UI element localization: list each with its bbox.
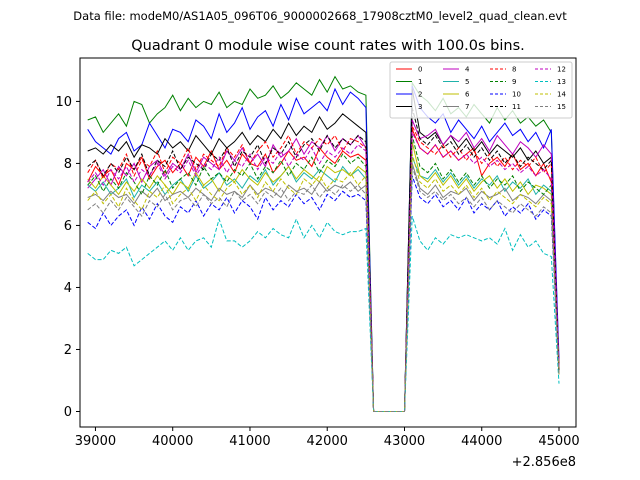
x-tick-label: 42000 xyxy=(307,434,348,449)
x-tick-label: 44000 xyxy=(461,434,502,449)
x-tick-label: 40000 xyxy=(152,434,193,449)
figure-suptitle: Data file: modeM0/AS1A05_096T06_90000026… xyxy=(73,9,567,23)
legend-entry-11: 11 xyxy=(490,103,521,111)
y-tick-label: 10 xyxy=(55,95,72,110)
legend-label: 6 xyxy=(465,91,470,99)
legend-box xyxy=(389,61,573,119)
legend-label: 14 xyxy=(557,91,566,99)
chart-title: Quadrant 0 module wise count rates with … xyxy=(131,38,525,54)
legend-entry-1: 1 xyxy=(396,78,422,86)
legend-label: 9 xyxy=(512,78,516,86)
x-tick-label: 41000 xyxy=(229,434,270,449)
legend-label: 3 xyxy=(418,103,422,111)
legend-entry-2: 2 xyxy=(396,91,422,99)
legend-entry-9: 9 xyxy=(490,78,516,86)
series-line-10 xyxy=(87,175,560,412)
y-tick-label: 6 xyxy=(64,219,72,234)
series-line-15 xyxy=(87,166,560,412)
series-line-12 xyxy=(87,132,560,412)
x-offset-label: +2.856e8 xyxy=(512,455,576,470)
series-line-7 xyxy=(87,163,560,412)
legend-label: 12 xyxy=(557,66,566,74)
legend-entry-10: 10 xyxy=(490,91,521,99)
legend-entry-5: 5 xyxy=(443,78,469,86)
series-line-11 xyxy=(87,107,560,412)
legend-label: 1 xyxy=(418,78,422,86)
y-tick-label: 4 xyxy=(64,281,72,296)
axes-layer: 39000 40000 41000 42000 43000 44000 45000 0 2 4 6 8… xyxy=(55,95,579,449)
legend-label: 7 xyxy=(465,103,469,111)
legend-label: 4 xyxy=(465,66,470,74)
legend-entry-15: 15 xyxy=(535,103,566,111)
legend-entry-7: 7 xyxy=(443,103,469,111)
y-tick-label: 2 xyxy=(64,343,72,358)
legend-label: 5 xyxy=(465,78,469,86)
series-line-13 xyxy=(87,215,560,412)
series-line-3 xyxy=(87,88,560,412)
legend-label: 11 xyxy=(512,103,521,111)
legend-entry-12: 12 xyxy=(535,66,566,74)
x-tick-label: 39000 xyxy=(75,434,116,449)
legend-label: 2 xyxy=(418,91,422,99)
series-line-2 xyxy=(87,85,560,412)
series-line-5 xyxy=(87,157,560,412)
series-line-0 xyxy=(87,129,560,412)
x-tick-label: 45000 xyxy=(538,434,579,449)
legend-entry-4: 4 xyxy=(443,66,470,74)
legend-entry-14: 14 xyxy=(535,91,566,99)
legend-entry-0: 0 xyxy=(396,66,422,74)
legend-label: 15 xyxy=(557,103,566,111)
y-tick-label: 8 xyxy=(64,157,72,172)
legend-entry-8: 8 xyxy=(490,66,516,74)
x-tick-label: 43000 xyxy=(384,434,425,449)
series-line-9 xyxy=(87,135,560,412)
series-line-14 xyxy=(87,153,560,412)
legend-entry-6: 6 xyxy=(443,91,470,99)
legend-label: 0 xyxy=(418,66,422,74)
legend-entry-3: 3 xyxy=(396,103,422,111)
legend-label: 10 xyxy=(512,91,521,99)
series-layer xyxy=(87,75,560,412)
plot-frame xyxy=(79,57,577,428)
series-line-8 xyxy=(87,125,560,412)
series-line-6 xyxy=(87,141,560,412)
legend-entry-13: 13 xyxy=(535,78,566,86)
y-tick-label: 0 xyxy=(64,405,72,420)
legend-label: 13 xyxy=(557,78,566,86)
legend-label: 8 xyxy=(512,66,516,74)
